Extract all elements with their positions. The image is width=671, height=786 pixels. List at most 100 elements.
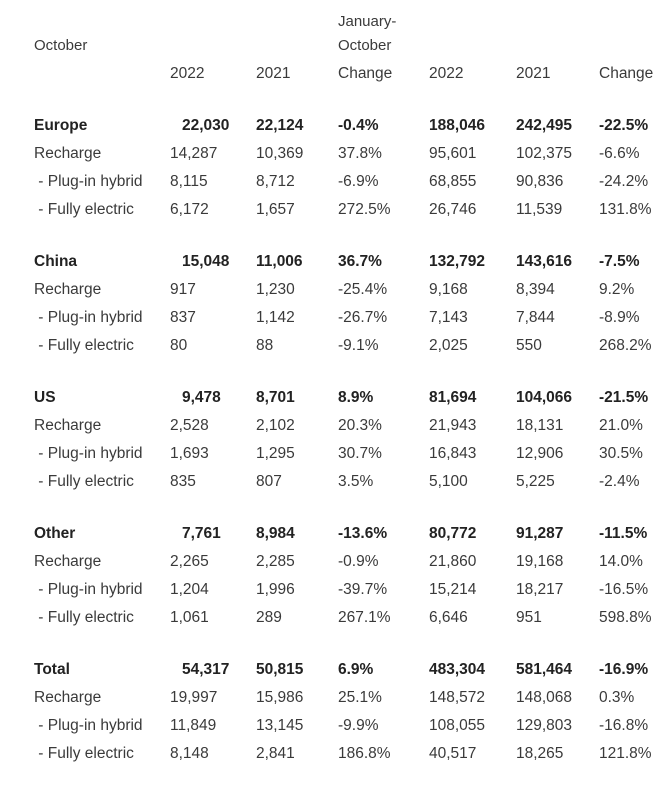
table-cell: 8,984 [256, 525, 295, 542]
table-cell: -16.5% [599, 581, 649, 598]
region-name: Europe [34, 117, 88, 134]
table-cell: 18,265 [516, 745, 564, 762]
table-cell: -24.2% [599, 173, 649, 190]
region-row: US 9,478 8,701 8.9% 81,694 104,066 -21.5% [0, 384, 671, 412]
table-cell: 148,068 [516, 689, 573, 706]
table-cell: 88 [256, 337, 274, 354]
table-cell: 11,539 [516, 201, 563, 218]
table-cell: 1,204 [170, 581, 209, 598]
table-cell: 186.8% [338, 745, 391, 762]
table-cell: 37.8% [338, 145, 382, 162]
table-cell: 1,996 [256, 581, 295, 598]
table-cell: 13,145 [256, 717, 304, 734]
table-cell: 242,495 [516, 117, 573, 134]
row-label: - Fully electric [34, 201, 134, 218]
table-cell: 104,066 [516, 389, 573, 406]
table-cell: 5,225 [516, 473, 555, 490]
region-row: Other 7,761 8,984 -13.6% 80,772 91,287 -11.5% [0, 520, 671, 548]
table-cell: -22.5% [599, 117, 649, 134]
table-cell: 18,131 [516, 417, 564, 434]
table-cell: 188,046 [429, 117, 486, 134]
table-cell: 8,115 [170, 173, 208, 190]
col-header-month-2022: 2022 [170, 65, 205, 82]
table-cell: 8,394 [516, 281, 555, 298]
table-cell: 8,712 [256, 173, 295, 190]
table-cell: 81,694 [429, 389, 477, 406]
table-cell: 951 [516, 609, 542, 626]
table-cell: 30.7% [338, 445, 382, 462]
table-cell: 10,369 [256, 145, 304, 162]
table-cell: 9.2% [599, 281, 635, 298]
table-cell: -2.4% [599, 473, 640, 490]
table-cell: 50,815 [256, 661, 304, 678]
table-cell: 550 [516, 337, 542, 354]
table-cell: -21.5% [599, 389, 649, 406]
table-cell: -9.1% [338, 337, 379, 354]
table-cell: 6,172 [170, 201, 209, 218]
table-row: Recharge 19,997 15,986 25.1% 148,572 148,068 0… [0, 684, 671, 712]
table-cell: 15,986 [256, 689, 304, 706]
column-header-row: 2022 2021 Change 2022 2021 Change [0, 62, 671, 86]
table-cell: 80 [170, 337, 188, 354]
table-cell: 1,657 [256, 201, 295, 218]
table-cell: 1,061 [170, 609, 209, 626]
table-cell: 917 [170, 281, 196, 298]
table-row: - Fully electric 835 807 3.5% 5,100 5,225 -2.4… [0, 468, 671, 496]
table-cell: 837 [170, 309, 196, 326]
table-cell: 30.5% [599, 445, 643, 462]
table-cell: 6.9% [338, 661, 374, 678]
table-cell: 581,464 [516, 661, 573, 678]
table-cell: -11.5% [599, 525, 648, 542]
table-cell: 102,375 [516, 145, 573, 162]
table-row: Recharge 917 1,230 -25.4% 9,168 8,394 9.2% [0, 276, 671, 304]
col-header-ytd-change: Change [599, 65, 654, 82]
ytd-header-line2: October [338, 37, 392, 54]
table-row: Recharge 2,265 2,285 -0.9% 21,860 19,168 14.0% [0, 548, 671, 576]
row-label: - Fully electric [34, 745, 134, 762]
table-cell: 267.1% [338, 609, 391, 626]
table-cell: 2,025 [429, 337, 468, 354]
table-cell: 2,841 [256, 745, 295, 762]
table-cell: 21,943 [429, 417, 477, 434]
table-cell: 80,772 [429, 525, 477, 542]
row-label: Recharge [34, 553, 102, 570]
table-cell: 68,855 [429, 173, 477, 190]
table-cell: 40,517 [429, 745, 477, 762]
table-cell: -9.9% [338, 717, 379, 734]
row-label: - Fully electric [34, 473, 134, 490]
table-row: Recharge 14,287 10,369 37.8% 95,601 102,375 -6… [0, 140, 671, 168]
table-cell: 5,100 [429, 473, 468, 490]
region-name: China [34, 253, 78, 270]
table-row: - Plug-in hybrid 1,204 1,996 -39.7% 15,214 18… [0, 576, 671, 604]
table-cell: 2,285 [256, 553, 295, 570]
table-cell: 15,048 [182, 253, 230, 270]
table-cell: 19,168 [516, 553, 564, 570]
row-label: Recharge [34, 417, 102, 434]
table-cell: 835 [170, 473, 196, 490]
table-cell: 19,997 [170, 689, 218, 706]
table-cell: 9,168 [429, 281, 468, 298]
col-header-ytd-2021: 2021 [516, 65, 551, 82]
table-cell: -16.8% [599, 717, 649, 734]
table-cell: 1,142 [256, 309, 295, 326]
table-cell: 2,102 [256, 417, 295, 434]
region-name: Other [34, 525, 76, 542]
table-cell: 18,217 [516, 581, 564, 598]
table-row: - Plug-in hybrid 837 1,142 -26.7% 7,143 7,844… [0, 304, 671, 332]
table-cell: 14,287 [170, 145, 218, 162]
row-label: - Fully electric [34, 337, 134, 354]
table-cell: 8.9% [338, 389, 374, 406]
table-cell: 14.0% [599, 553, 643, 570]
row-label: - Plug-in hybrid [34, 581, 143, 598]
table-cell: 21,860 [429, 553, 477, 570]
region-row: Total 54,317 50,815 6.9% 483,304 581,464 -16.9… [0, 656, 671, 684]
table-cell: 54,317 [182, 661, 230, 678]
table-cell: 1,693 [170, 445, 209, 462]
table-cell: -26.7% [338, 309, 388, 326]
table-cell: 108,055 [429, 717, 486, 734]
table-cell: 95,601 [429, 145, 477, 162]
table-row: - Fully electric 8,148 2,841 186.8% 40,517 18… [0, 740, 671, 768]
row-label: Recharge [34, 145, 102, 162]
col-header-month-change: Change [338, 65, 393, 82]
table-cell: 132,792 [429, 253, 486, 270]
